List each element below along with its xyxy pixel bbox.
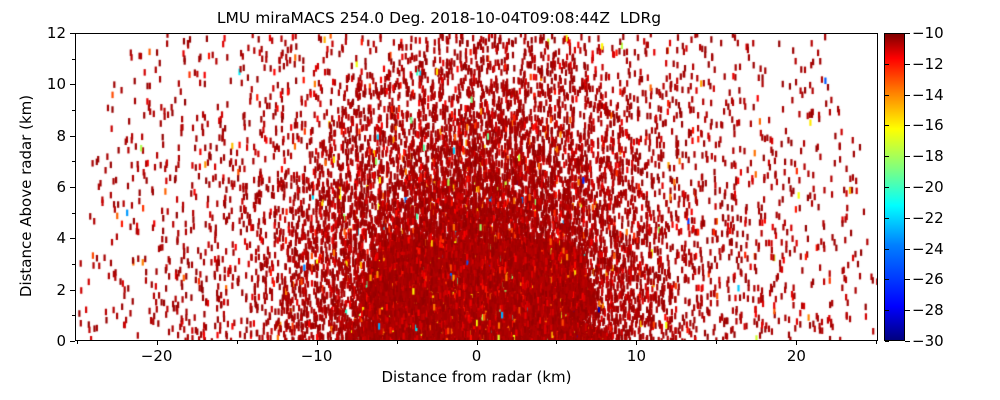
y-minor-tick (72, 315, 75, 317)
y-tick-label: 8 (56, 126, 66, 145)
colorbar-tick-label: −20 (912, 178, 944, 196)
y-axis-label: Distance Above radar (km) (17, 94, 35, 298)
y-minor-tick (72, 110, 75, 111)
x-minor-tick (556, 341, 558, 344)
colorbar-tick (905, 341, 910, 342)
x-major-tick (476, 341, 478, 345)
x-major-tick (156, 341, 158, 345)
x-minor-tick (76, 341, 78, 344)
colorbar-tick-label: −30 (912, 332, 944, 350)
colorbar-tick (905, 33, 910, 34)
y-minor-tick (72, 264, 75, 265)
colorbar-inner-tick (885, 310, 889, 312)
colorbar (884, 33, 905, 342)
colorbar-tick (905, 217, 910, 219)
y-tick-label: 12 (46, 24, 66, 42)
y-minor-tick (72, 212, 75, 214)
colorbar-inner-tick (885, 248, 889, 250)
x-axis-label: Distance from radar (km) (381, 368, 572, 386)
colorbar-tick (905, 125, 910, 127)
x-major-tick (316, 341, 318, 345)
y-major-tick (70, 289, 75, 291)
y-major-tick (70, 84, 75, 86)
y-tick-label: 0 (56, 332, 66, 350)
colorbar-tick (905, 94, 910, 96)
x-tick-label: 10 (626, 347, 646, 365)
y-axis-ticks: 0 2 4 6 8 10 12 (0, 0, 75, 400)
x-tick-label: −20 (140, 347, 173, 365)
colorbar-tick (905, 63, 910, 65)
figure-title: LMU miraMACS 254.0 Deg. 2018-10-04T09:08… (216, 9, 662, 27)
plot-area (75, 33, 878, 341)
x-tick-label: −10 (300, 347, 333, 365)
colorbar-tick (905, 310, 910, 312)
y-major-tick (70, 33, 75, 34)
y-tick-label: 4 (56, 229, 66, 248)
colorbar-tick-label: −12 (912, 54, 944, 73)
x-tick-label: 0 (471, 347, 482, 365)
colorbar-inner-tick (885, 33, 889, 34)
colorbar-tick-label: −14 (912, 85, 944, 104)
colorbar-inner-tick (885, 63, 889, 65)
colorbar-inner-tick (885, 125, 889, 127)
colorbar-tick-label: −22 (912, 208, 944, 227)
colorbar-inner-tick (885, 217, 889, 219)
colorbar-tick-label: −26 (912, 270, 944, 289)
y-major-tick (70, 135, 75, 137)
y-minor-tick (72, 161, 75, 163)
x-minor-tick (396, 341, 398, 344)
colorbar-inner-tick (885, 156, 889, 158)
y-tick-label: 2 (56, 280, 66, 299)
y-major-tick (70, 187, 75, 188)
y-major-tick (70, 238, 75, 240)
colorbar-tick (905, 156, 910, 158)
y-tick-label: 10 (46, 75, 66, 94)
colorbar-tick-label: −28 (912, 301, 944, 320)
colorbar-tick-label: −18 (912, 147, 944, 166)
scatter-canvas (76, 34, 877, 340)
x-major-tick (636, 341, 638, 345)
colorbar-tick (905, 187, 910, 188)
colorbar-inner-tick (885, 279, 889, 281)
colorbar-inner-tick (885, 94, 889, 96)
y-major-tick (70, 341, 75, 342)
x-major-tick (796, 341, 798, 345)
colorbar-inner-tick (885, 341, 889, 342)
colorbar-tick-label: −16 (912, 116, 944, 135)
x-minor-tick (716, 341, 718, 344)
colorbar-tick (905, 279, 910, 281)
y-minor-tick (72, 58, 75, 60)
colorbar-tick-label: −10 (912, 24, 944, 42)
colorbar-tick-label: −24 (912, 239, 944, 258)
x-tick-label: 20 (786, 347, 806, 365)
x-minor-tick (236, 341, 238, 344)
y-tick-label: 6 (56, 178, 66, 196)
colorbar-tick (905, 248, 910, 250)
colorbar-inner-tick (885, 187, 889, 188)
x-minor-tick (876, 341, 878, 344)
